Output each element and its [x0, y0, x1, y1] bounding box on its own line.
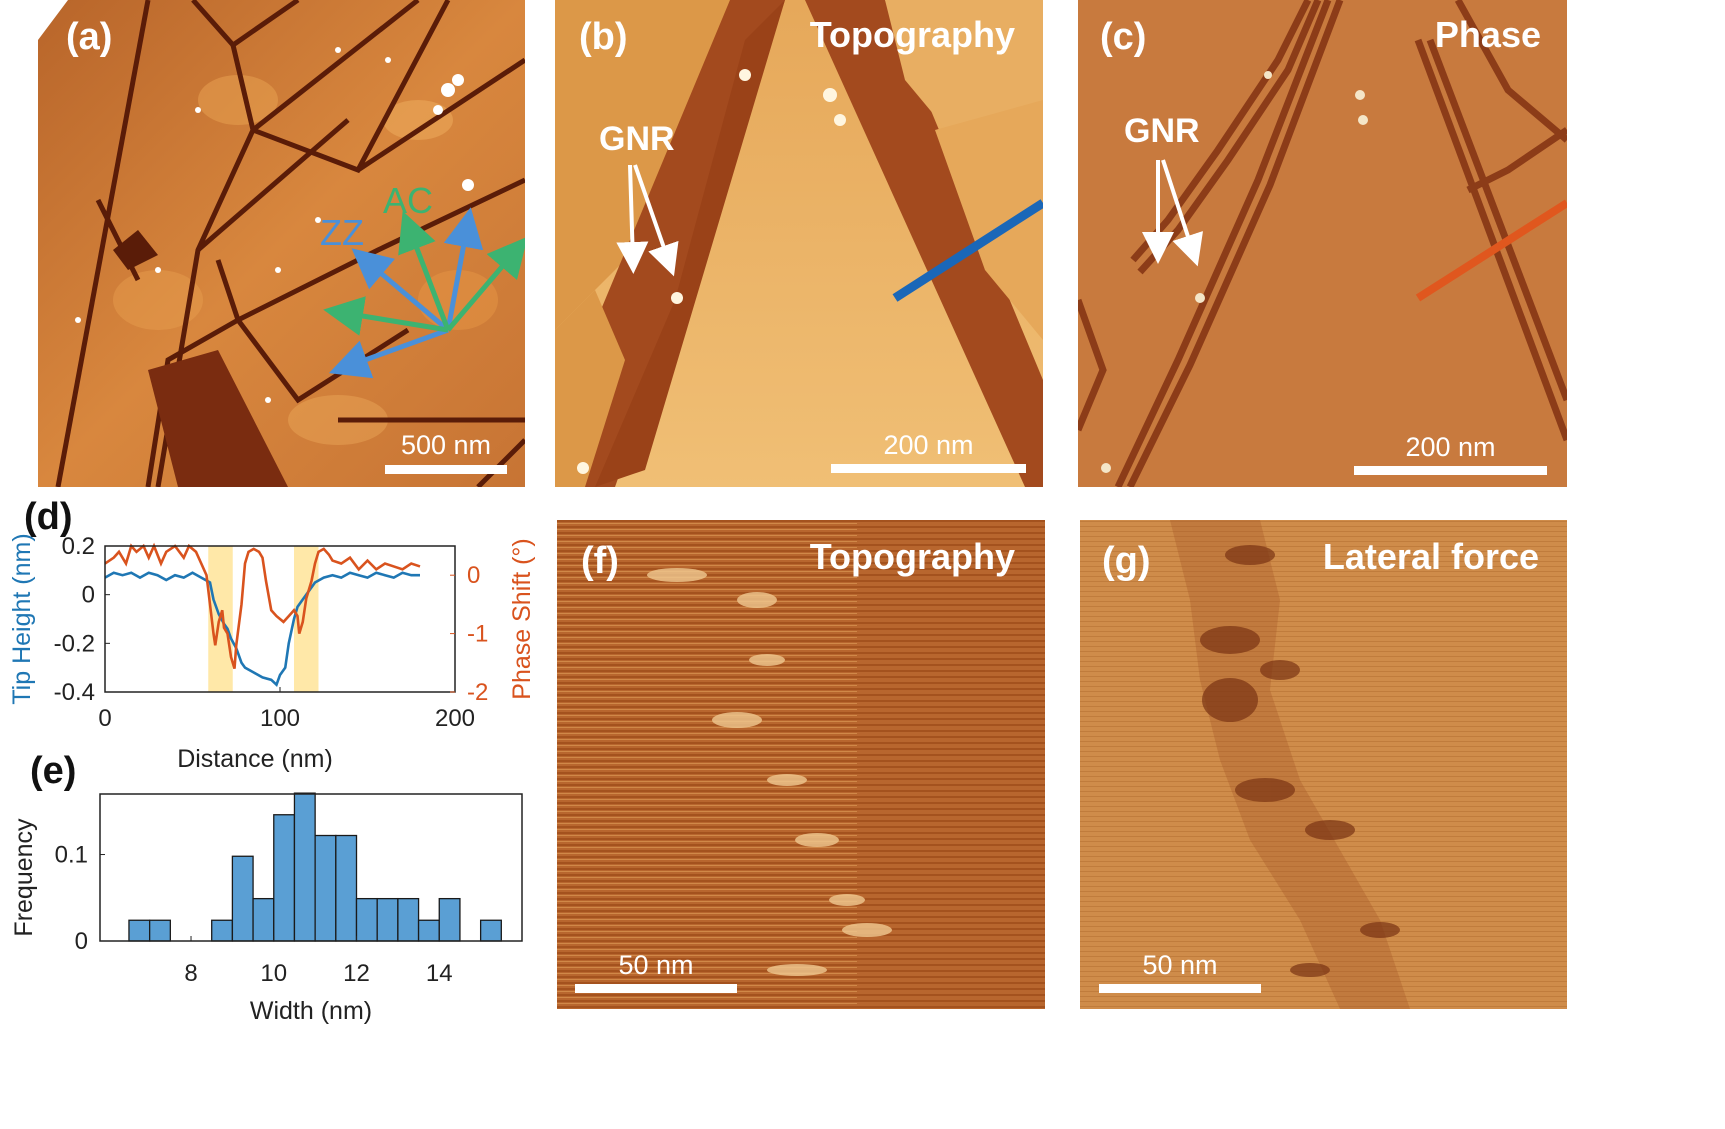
- y-axis-label: Frequency: [10, 818, 38, 937]
- histogram-bar: [438, 897, 461, 942]
- x-tick-label: 200: [435, 705, 475, 732]
- panel-g-scale-text: 50 nm: [1142, 950, 1218, 980]
- panel-f-label: (f): [581, 540, 619, 582]
- histogram-bar: [479, 919, 502, 942]
- panel-c-label: (c): [1100, 16, 1147, 58]
- panel-a-scale-bar: [385, 465, 507, 474]
- y-right-tick-label: 0: [467, 562, 480, 589]
- panel-c-gnr-arrows: [1142, 159, 1204, 267]
- panel-a-scale-text: 500 nm: [400, 430, 492, 460]
- panel-e-label: (e): [30, 750, 77, 792]
- panel-c-scale-text: 200 nm: [1405, 432, 1496, 462]
- panel-g-title: Lateral force: [1322, 536, 1539, 577]
- y-tick-label: -0.2: [54, 630, 95, 657]
- panel-f-title: Topography: [809, 536, 1015, 577]
- panel-g-label: (g): [1102, 540, 1151, 582]
- panel-b-gnr-label: GNR: [599, 120, 675, 158]
- tip-height-line: [104, 571, 420, 687]
- panel-a-label: (a): [66, 16, 113, 58]
- histogram-bar: [376, 897, 399, 942]
- panel-f-scale-text: 50 nm: [618, 950, 694, 980]
- panel-b-label: (b): [579, 16, 628, 58]
- histogram-bar: [335, 834, 358, 942]
- histogram-bar: [397, 897, 420, 942]
- histogram-bar: [211, 919, 234, 942]
- phase-shift-line: [104, 542, 421, 670]
- y-axis-label: Tip Height (nm): [8, 533, 36, 704]
- panel-g-image: (g) Lateral force 50 nm: [1080, 520, 1567, 1009]
- y-right-axis-label: Phase Shift (°): [508, 538, 536, 699]
- histogram-bar: [293, 792, 316, 942]
- panel-a-image: (a) ZZ AC 500 nm: [38, 0, 525, 487]
- histogram-bar: [128, 919, 151, 942]
- histogram-bar: [314, 834, 337, 942]
- y-right-tick-label: -2: [467, 679, 488, 706]
- crystal-direction-arrows: [323, 207, 525, 379]
- x-tick-label: 0: [98, 705, 111, 732]
- panel-b-image: (b) Topography GNR 200 nm: [555, 0, 1043, 487]
- x-axis-label: Distance (nm): [177, 745, 333, 773]
- ac-direction-label: AC: [383, 180, 434, 221]
- y-tick-label: 0: [82, 582, 95, 609]
- panel-g-scale-bar: [1099, 984, 1261, 993]
- histogram-bar: [417, 919, 440, 942]
- panel-c-scale-bar: [1354, 466, 1547, 475]
- x-tick-label: 12: [343, 960, 370, 987]
- panel-d-label: (d): [24, 496, 73, 538]
- x-tick-label: 10: [260, 960, 287, 987]
- histogram-bar: [252, 897, 275, 942]
- x-tick-label: 8: [184, 960, 197, 987]
- panel-b-title: Topography: [809, 14, 1015, 55]
- panel-f-scale-bar: [575, 984, 737, 993]
- x-axis-label: Width (nm): [250, 997, 372, 1025]
- panel-b-scale-bar: [831, 464, 1026, 473]
- y-tick-label: 0: [75, 928, 88, 955]
- panel-c-gnr-label: GNR: [1124, 112, 1200, 150]
- zz-direction-label: ZZ: [320, 212, 364, 253]
- histogram-bar: [148, 919, 171, 942]
- x-tick-label: 100: [260, 705, 300, 732]
- panel-e-histogram: 8 10 12 14 0 0.1 Width (nm) Frequency: [10, 792, 523, 1025]
- histogram-bar: [231, 855, 254, 942]
- panel-b-gnr-arrows: [616, 164, 679, 277]
- histogram-bar: [355, 897, 378, 942]
- y-tick-label: 0.2: [62, 533, 95, 560]
- panel-c-title: Phase: [1434, 14, 1541, 55]
- panel-c-image: (c) Phase GNR 200 nm: [1078, 0, 1567, 487]
- plot-frame: [99, 793, 523, 942]
- x-tick-label: 14: [426, 960, 453, 987]
- panel-b-scale-text: 200 nm: [883, 430, 974, 460]
- y-tick-label: -0.4: [54, 679, 95, 706]
- panel-f-image: (f) Topography 50 nm: [557, 520, 1045, 1009]
- y-tick-label: 0.1: [55, 842, 88, 869]
- y-right-tick-label: -1: [467, 621, 488, 648]
- histogram-bar: [273, 814, 296, 942]
